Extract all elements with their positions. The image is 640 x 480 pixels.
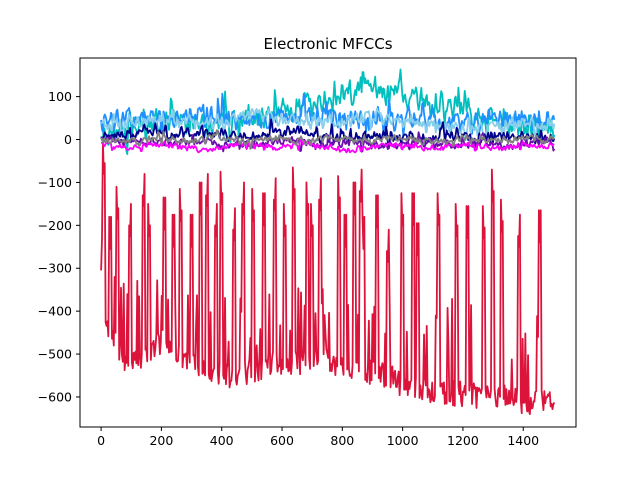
x-tick-label: 800	[330, 433, 354, 448]
series-group	[100, 68, 556, 415]
x-tick-label: 1400	[507, 433, 539, 448]
mfcc-series-line-8	[100, 129, 555, 150]
chart-title: Electronic MFCCs	[263, 35, 392, 53]
mfcc-series-line-4	[100, 107, 556, 142]
y-axis: 100 0 −100 −200 −300 −400 −500 −600	[38, 89, 80, 404]
y-tick-label: 0	[64, 132, 72, 147]
y-tick-label: −500	[38, 347, 72, 362]
x-axis: 0 200 400 600 800 1000 1200 1400	[97, 427, 539, 448]
y-tick-label: −400	[38, 304, 72, 319]
axes-frame	[79, 57, 577, 428]
y-tick-label: −200	[38, 218, 72, 233]
x-tick-label: 1200	[447, 433, 479, 448]
x-tick-label: 1000	[387, 433, 419, 448]
x-tick-label: 0	[97, 433, 105, 448]
mfcc-series-line-1	[100, 140, 556, 415]
x-tick-label: 200	[149, 433, 173, 448]
y-tick-label: −600	[38, 389, 72, 404]
y-tick-label: −300	[38, 261, 72, 276]
y-tick-label: −100	[38, 175, 72, 190]
y-tick-label: 100	[48, 89, 72, 104]
x-tick-label: 600	[270, 433, 294, 448]
x-tick-label: 400	[210, 433, 234, 448]
mfcc-series-line-7	[101, 138, 555, 154]
